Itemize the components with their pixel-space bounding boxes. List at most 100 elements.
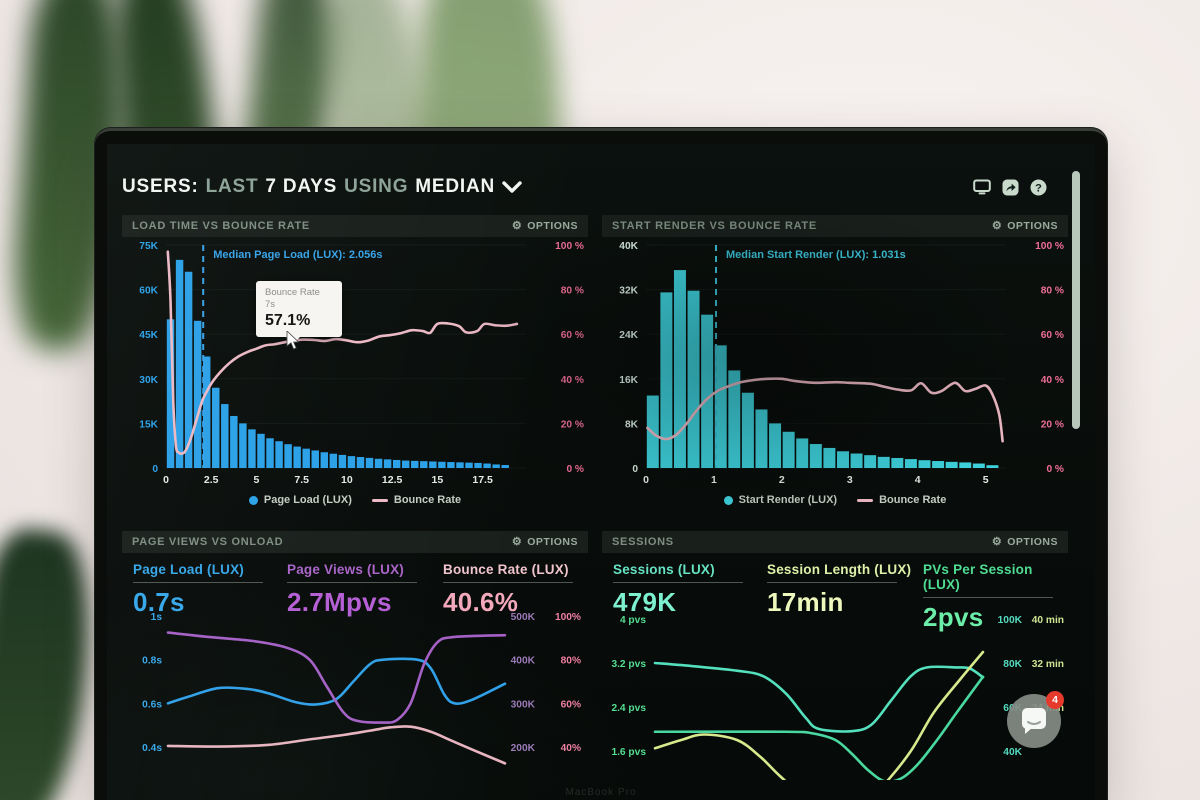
svg-text:80 %: 80 % (561, 286, 584, 297)
svg-text:40 min: 40 min (1032, 615, 1064, 626)
svg-text:Median Page Load (LUX): 2.056s: Median Page Load (LUX): 2.056s (213, 249, 382, 261)
svg-text:60 %: 60 % (1041, 330, 1064, 341)
legend-item[interactable]: Bounce Rate (857, 494, 946, 506)
metric-label: Session Length (LUX) (767, 562, 912, 577)
metric-rule (133, 582, 263, 583)
view-selector-dropdown[interactable]: USERS: LAST 7 DAYS USING MEDIAN (122, 176, 522, 198)
legend-item[interactable]: Bounce Rate (371, 494, 461, 506)
legend-line (857, 498, 874, 502)
panel-title-bar: SESSIONS ⚙ OPTIONS (602, 531, 1068, 553)
svg-text:7.5: 7.5 (294, 474, 309, 486)
svg-text:20 %: 20 % (561, 419, 584, 430)
tooltip-series: Bounce Rate (265, 287, 320, 298)
svg-text:15: 15 (432, 474, 444, 486)
svg-text:2.5: 2.5 (204, 474, 219, 486)
help-icon[interactable]: ? (1030, 179, 1047, 196)
legend-item[interactable]: Page Load (LUX) (248, 494, 352, 506)
laptop-brand-text: MacBook Pro (565, 787, 637, 798)
metric-label: PVs Per Session (LUX) (923, 562, 1033, 592)
metric-label: Bounce Rate (LUX) (443, 562, 569, 577)
dashboard-screen: USERS: LAST 7 DAYS USING MEDIAN (107, 144, 1095, 800)
svg-text:40K: 40K (1003, 747, 1022, 758)
svg-text:0.8s: 0.8s (142, 656, 162, 667)
legend-dot (248, 495, 258, 505)
svg-text:45K: 45K (139, 330, 158, 341)
display-icon[interactable] (973, 179, 991, 195)
chevron-down-icon[interactable] (502, 181, 522, 193)
svg-text:10: 10 (341, 474, 353, 486)
chart-tooltip: Bounce Rate 7s 57.1% (256, 281, 342, 344)
options-button[interactable]: ⚙ OPTIONS (991, 535, 1058, 548)
load-time-chart[interactable]: Median Page Load (LUX): 2.056s 75K 60K 45K 3… (122, 237, 588, 489)
svg-text:0.6s: 0.6s (142, 699, 162, 710)
chart-legend: Start Render (LUX) Bounce Rate (602, 490, 1068, 510)
header-segment: LAST (205, 176, 259, 197)
panel-page-views: PAGE VIEWS VS ONLOAD ⚙ OPTIONS Page Load … (122, 531, 588, 800)
metric-pvs-per-session: PVs Per Session (LUX) 2pvs (923, 562, 1069, 633)
options-button[interactable]: ⚙ OPTIONS (511, 535, 578, 548)
panel-title-bar: START RENDER VS BOUNCE RATE ⚙ OPTIONS (602, 215, 1068, 237)
svg-text:5: 5 (254, 474, 260, 486)
svg-text:0: 0 (163, 474, 169, 486)
svg-text:Median Start Render (LUX): 1.0: Median Start Render (LUX): 1.031s (726, 249, 906, 261)
svg-text:40 %: 40 % (561, 375, 584, 386)
svg-text:0: 0 (152, 464, 158, 475)
svg-text:3: 3 (847, 474, 853, 486)
header-segment: MEDIAN (415, 176, 496, 197)
gear-icon: ⚙ (991, 219, 1003, 232)
svg-text:75K: 75K (139, 241, 158, 252)
svg-text:20 %: 20 % (1041, 419, 1064, 430)
page-views-chart[interactable]: 1s 0.8s 0.6s 0.4s 500K 400K 300K 200K 100% 80% 60%… (122, 610, 588, 780)
svg-text:0 %: 0 % (1046, 464, 1064, 475)
svg-text:80%: 80% (561, 656, 581, 667)
svg-text:60 %: 60 % (561, 330, 584, 341)
svg-text:200K: 200K (511, 743, 536, 754)
chat-bubble-icon (1022, 708, 1046, 734)
svg-text:100%: 100% (555, 612, 581, 623)
metric-rule (287, 582, 417, 583)
svg-text:32 min: 32 min (1032, 659, 1064, 670)
svg-text:0.4s: 0.4s (142, 743, 162, 754)
svg-text:0: 0 (643, 474, 649, 486)
svg-text:8K: 8K (625, 419, 639, 430)
svg-text:3.2 pvs: 3.2 pvs (611, 659, 646, 670)
panel-title: LOAD TIME VS BOUNCE RATE (132, 220, 310, 232)
svg-text:100 %: 100 % (1035, 241, 1064, 252)
metric-session-length: Session Length (LUX) 17min (767, 562, 923, 633)
svg-text:15K: 15K (139, 419, 158, 430)
chart-legend: Page Load (LUX) Bounce Rate (122, 490, 588, 510)
panel-title-bar: PAGE VIEWS VS ONLOAD ⚙ OPTIONS (122, 531, 588, 553)
svg-text:400K: 400K (511, 656, 536, 667)
start-render-chart[interactable]: Median Start Render (LUX): 1.031s 40K 32K 2… (602, 237, 1068, 489)
svg-text:0 %: 0 % (566, 464, 584, 475)
metric-sessions: Sessions (LUX) 479K (613, 562, 767, 633)
svg-text:4: 4 (915, 474, 921, 486)
metric-label: Page Views (LUX) (287, 562, 404, 577)
options-button[interactable]: ⚙ OPTIONS (511, 219, 578, 232)
svg-text:30K: 30K (139, 375, 158, 386)
svg-text:100 %: 100 % (555, 241, 584, 252)
panel-sessions: SESSIONS ⚙ OPTIONS Sessions (LUX) 479K Se… (602, 531, 1068, 800)
panel-start-render: START RENDER VS BOUNCE RATE ⚙ OPTIONS Med… (602, 215, 1068, 510)
panel-title: START RENDER VS BOUNCE RATE (612, 220, 817, 232)
svg-text:32K: 32K (619, 286, 638, 297)
svg-text:0: 0 (632, 464, 638, 475)
svg-text:80K: 80K (1003, 659, 1022, 670)
svg-text:40%: 40% (561, 743, 581, 754)
svg-text:2.4 pvs: 2.4 pvs (611, 703, 646, 714)
svg-text:60K: 60K (139, 286, 158, 297)
metric-value: 17min (767, 587, 844, 617)
legend-item[interactable]: Start Render (LUX) (723, 494, 837, 506)
chat-launcher-button[interactable]: 4 (1007, 691, 1064, 748)
svg-text:17.5: 17.5 (472, 474, 493, 486)
metric-value: 2.7Mpvs (287, 587, 392, 617)
share-icon[interactable] (1002, 179, 1019, 196)
options-button[interactable]: ⚙ OPTIONS (991, 219, 1058, 232)
scrollbar-thumb[interactable] (1072, 171, 1080, 429)
svg-text:?: ? (1035, 182, 1042, 194)
legend-dot (723, 495, 733, 505)
metric-rule (923, 597, 1053, 598)
metric-bounce-rate: Bounce Rate (LUX) 40.6% (443, 562, 589, 618)
panel-title: PAGE VIEWS VS ONLOAD (132, 536, 284, 548)
